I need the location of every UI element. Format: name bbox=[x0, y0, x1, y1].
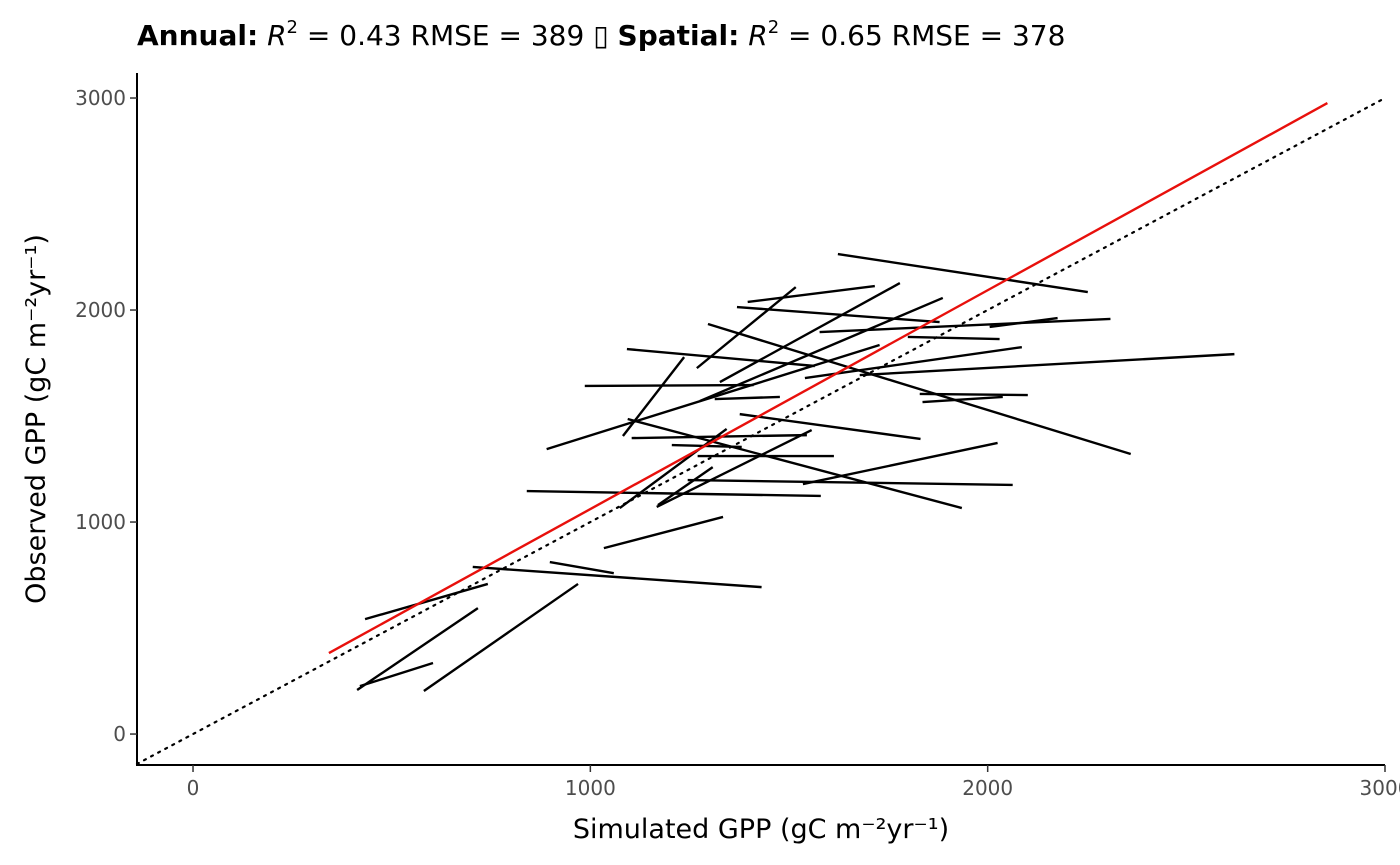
title-part: R bbox=[267, 19, 286, 52]
chart-title: Annual: R2 = 0.43 RMSE = 389 ▯ Spatial: … bbox=[137, 7, 1065, 52]
site-segment bbox=[802, 441, 998, 486]
site-segment bbox=[819, 317, 1111, 334]
site-segment bbox=[584, 383, 754, 388]
y-tick-label: 2000 bbox=[75, 298, 126, 322]
site-segment bbox=[526, 489, 821, 498]
site-segment bbox=[922, 395, 1003, 404]
site-segment bbox=[859, 352, 1235, 377]
site-segment bbox=[631, 433, 807, 440]
site-segment bbox=[546, 343, 880, 451]
site-segment bbox=[837, 252, 1088, 294]
site-segment bbox=[719, 282, 901, 384]
site-segment bbox=[627, 417, 963, 510]
title-part: ▯ bbox=[593, 19, 608, 52]
site-segment bbox=[714, 395, 780, 401]
site-segment bbox=[696, 286, 797, 370]
site-segment bbox=[621, 356, 686, 437]
site-segment bbox=[356, 607, 479, 691]
y-tick-label: 0 bbox=[113, 722, 126, 746]
x-tick-label: 0 bbox=[187, 776, 200, 800]
site-segment bbox=[699, 296, 944, 403]
site-segment bbox=[707, 322, 1132, 456]
y-axis-label: Observed GPP (gC m⁻²yr⁻¹) bbox=[21, 234, 52, 604]
title-part: R bbox=[748, 19, 767, 52]
identity-line bbox=[135, 96, 1387, 766]
site-segment bbox=[919, 392, 1028, 397]
x-tick-label: 1000 bbox=[565, 776, 616, 800]
site-segment bbox=[907, 335, 1000, 341]
y-tick-label: 3000 bbox=[75, 86, 126, 110]
site-segment bbox=[472, 565, 762, 589]
site-segment bbox=[423, 582, 579, 692]
title-part: = 0.43 RMSE = 389 bbox=[307, 19, 584, 52]
site-segment bbox=[736, 305, 940, 324]
site-segment bbox=[804, 345, 1023, 380]
site-segment bbox=[687, 478, 1013, 487]
fit-line bbox=[328, 102, 1328, 655]
site-segment bbox=[619, 427, 728, 510]
site-segment bbox=[549, 560, 614, 575]
y-tick-label: 1000 bbox=[75, 510, 126, 534]
title-part: 2 bbox=[768, 17, 779, 38]
site-segment bbox=[739, 412, 921, 441]
site-segment bbox=[626, 347, 815, 368]
title-part: 2 bbox=[287, 17, 298, 38]
x-tick-label: 2000 bbox=[962, 776, 1013, 800]
site-segment bbox=[657, 466, 714, 507]
title-part: Spatial: bbox=[618, 19, 740, 52]
title-part: Annual: bbox=[137, 19, 258, 52]
x-tick-label: 3000 bbox=[1360, 776, 1400, 800]
site-segment bbox=[747, 284, 875, 304]
site-segment bbox=[364, 582, 489, 621]
site-segment bbox=[603, 515, 724, 550]
x-axis-label: Simulated GPP (gC m⁻²yr⁻¹) bbox=[573, 814, 949, 845]
title-part: = 0.65 RMSE = 378 bbox=[788, 19, 1065, 52]
site-segment bbox=[359, 661, 434, 688]
